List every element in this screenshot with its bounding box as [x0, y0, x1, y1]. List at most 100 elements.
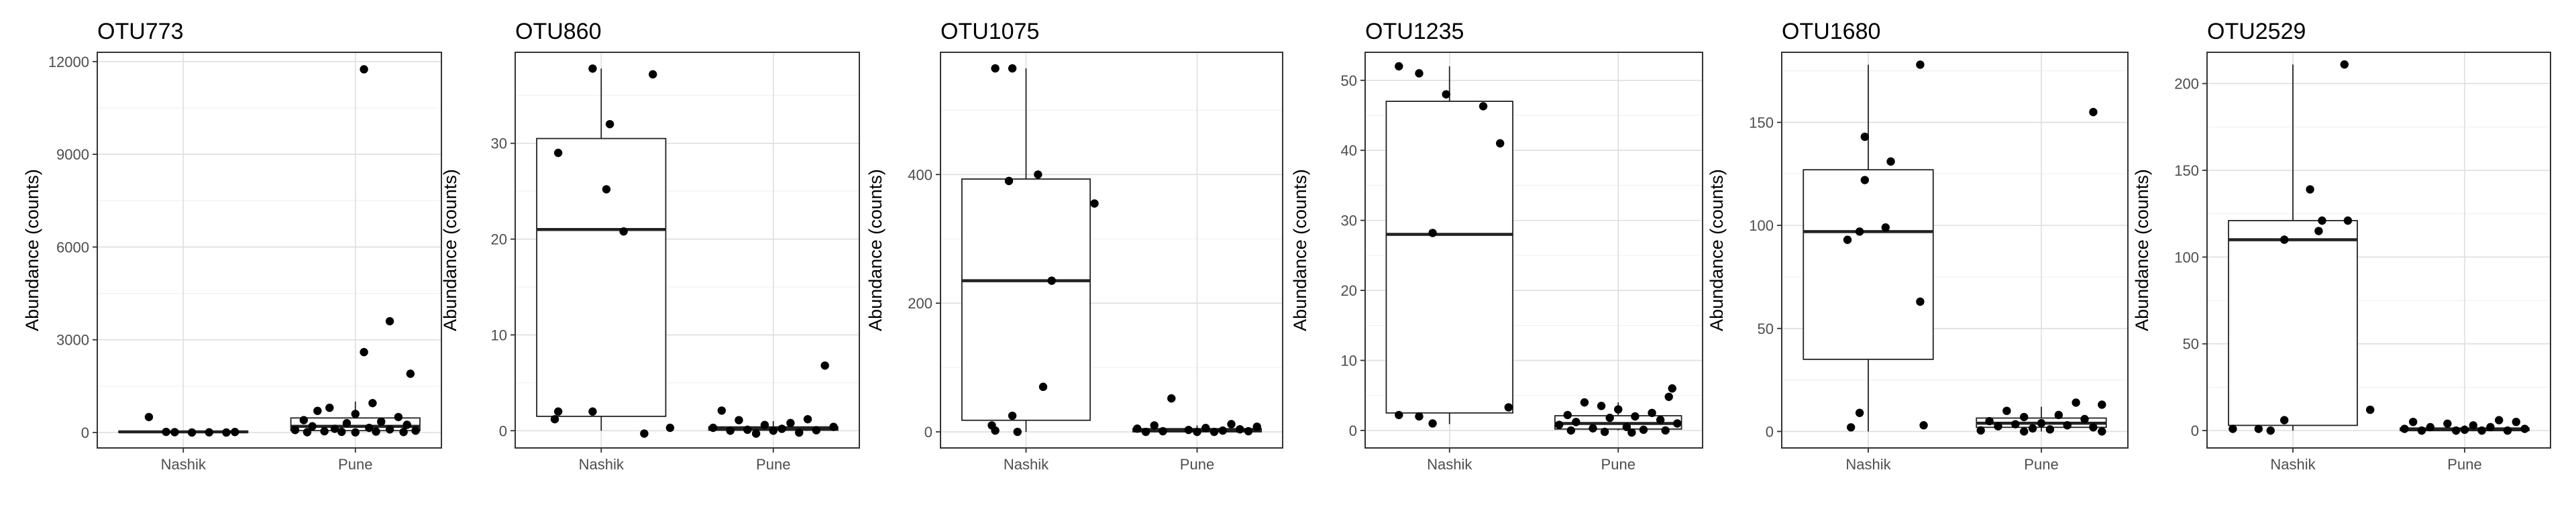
data-point-nashik [2266, 426, 2275, 435]
chart-title: OTU2529 [2207, 19, 2306, 44]
data-point-nashik [1038, 382, 1048, 392]
y-tick-label: 200 [2174, 76, 2199, 93]
data-point-nashik [2343, 216, 2353, 225]
y-tick-label: 10 [491, 327, 507, 343]
data-point-pune [1184, 425, 1193, 435]
data-point-nashik [602, 185, 611, 194]
data-point-pune [1627, 428, 1636, 437]
data-point-nashik [1415, 412, 1424, 421]
data-point-pune [2089, 423, 2098, 432]
data-point-pune [1614, 405, 1623, 414]
data-point-pune [726, 426, 735, 435]
y-axis-label: Abundance (counts) [440, 169, 460, 331]
data-point-pune [708, 423, 718, 433]
data-point-pune [1622, 422, 1631, 431]
data-point-pune [1600, 427, 1609, 437]
box-nashik [1803, 169, 1934, 360]
data-point-pune [360, 65, 368, 74]
panel-border [1364, 52, 1703, 449]
data-point-nashik [2340, 60, 2349, 69]
y-axis-label: Abundance (counts) [1290, 169, 1310, 331]
data-point-pune [2460, 425, 2469, 435]
chart-title: OTU1075 [941, 19, 1039, 44]
data-point-pune [2098, 400, 2106, 409]
y-tick-label: 100 [1749, 217, 1774, 234]
chart-title: OTU1235 [1365, 19, 1464, 44]
data-point-pune [1994, 422, 2002, 431]
y-tick-label: 0 [924, 424, 932, 441]
data-point-nashik [1090, 199, 1099, 208]
data-point-pune [2080, 414, 2089, 424]
data-point-pune [743, 425, 752, 435]
y-tick-label: 10 [1341, 352, 1357, 369]
data-point-pune [1661, 426, 1670, 435]
data-point-nashik [605, 119, 614, 129]
data-point-pune [1631, 412, 1640, 421]
y-tick-label: 150 [1749, 114, 1774, 131]
data-point-nashik [553, 407, 563, 416]
data-point-nashik [187, 428, 197, 437]
y-tick-label: 50 [2183, 336, 2199, 353]
x-tick-label: Pune [2024, 456, 2058, 473]
data-point-pune [2020, 412, 2029, 422]
data-point-pune [829, 422, 838, 431]
data-point-pune [360, 347, 368, 357]
data-point-nashik [1916, 297, 1925, 306]
y-tick-label: 100 [2174, 249, 2199, 266]
y-tick-label: 150 [2174, 162, 2199, 179]
data-point-pune [1580, 398, 1589, 407]
y-tick-label: 40 [1341, 142, 1357, 159]
data-point-pune [411, 426, 420, 435]
x-tick-label: Nashik [579, 456, 625, 473]
panel-border [515, 52, 860, 449]
data-point-nashik [1415, 69, 1424, 78]
y-axis-label: Abundance (counts) [22, 169, 42, 331]
panel-border [940, 52, 1283, 449]
chart-title: OTU860 [515, 19, 602, 44]
data-point-nashik [2306, 185, 2314, 194]
data-point-pune [803, 414, 812, 424]
data-point-pune [330, 424, 339, 433]
y-tick-label: 50 [1758, 321, 1774, 337]
data-point-pune [2063, 420, 2072, 430]
panel-border [2206, 52, 2551, 449]
x-tick-label: Nashik [1004, 456, 1049, 473]
x-tick-label: Pune [2447, 456, 2481, 473]
data-point-pune [308, 422, 317, 431]
data-point-pune [1985, 416, 1994, 426]
data-point-nashik [991, 64, 1000, 73]
data-point-pune [1210, 427, 1219, 437]
x-tick-label: Pune [756, 456, 790, 473]
data-point-nashik [1004, 176, 1014, 186]
data-point-nashik [205, 428, 213, 437]
data-point-pune [2072, 398, 2080, 407]
data-point-pune [1605, 413, 1614, 422]
data-point-pune [1563, 410, 1572, 420]
data-point-nashik [1860, 176, 1870, 184]
data-point-pune [1668, 384, 1676, 393]
data-point-pune [351, 428, 360, 437]
data-point-pune [2520, 424, 2529, 433]
data-point-pune [2477, 426, 2486, 435]
data-point-pune [2400, 424, 2409, 433]
data-point-pune [1976, 426, 1985, 435]
data-point-nashik [1034, 170, 1042, 179]
data-point-pune [303, 428, 312, 437]
data-point-pune [777, 424, 786, 433]
data-point-pune [1167, 394, 1176, 403]
chart-panel-otu1680: 0 50 100 150 Nashik Pune Abundance (counts) OTU… [1707, 19, 2129, 473]
y-axis-label: Abundance (counts) [2132, 169, 2152, 331]
data-point-pune [325, 403, 334, 412]
data-point-pune [769, 426, 777, 435]
data-point-nashik [1013, 427, 1022, 437]
data-point-nashik [1047, 276, 1056, 285]
data-point-pune [1227, 420, 1236, 428]
data-point-pune [299, 416, 308, 424]
data-point-pune [2054, 410, 2063, 420]
data-point-pune [2089, 107, 2098, 117]
data-point-pune [735, 416, 743, 424]
data-point-nashik [1008, 411, 1017, 420]
data-point-nashik [1881, 223, 1890, 232]
data-point-nashik [1855, 408, 1864, 417]
y-tick-label: 12000 [48, 54, 89, 70]
